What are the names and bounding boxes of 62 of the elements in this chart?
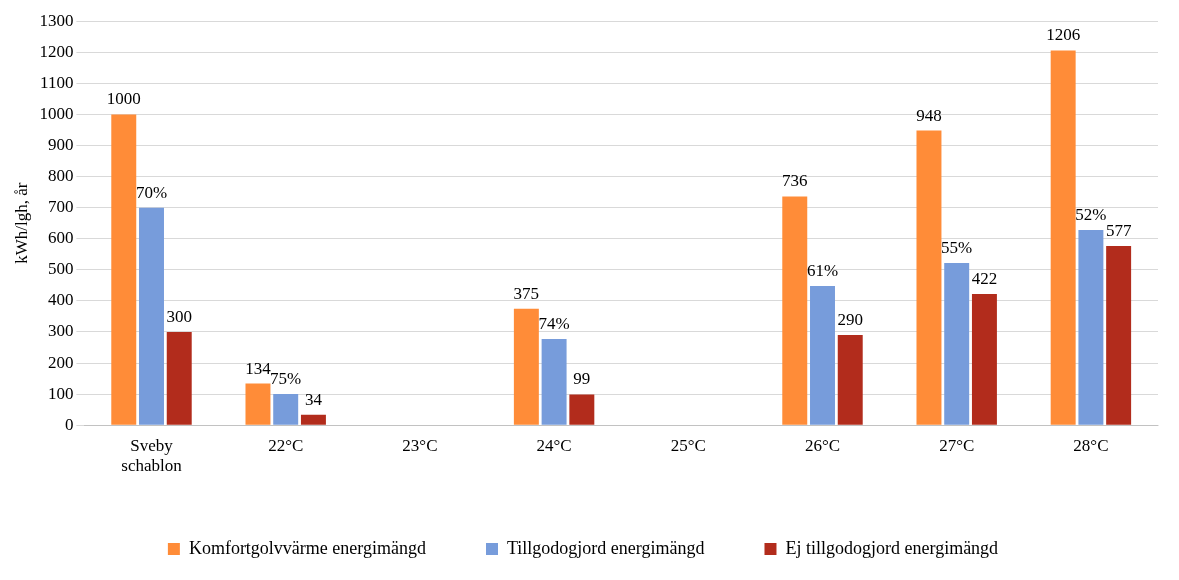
bar bbox=[1050, 50, 1076, 425]
y-tick-label: 1300 bbox=[39, 10, 74, 30]
bar bbox=[541, 339, 567, 425]
y-tick-label: 100 bbox=[47, 383, 74, 403]
data-label: 1000 bbox=[106, 89, 141, 109]
annotation: 70% bbox=[135, 182, 168, 202]
bar bbox=[273, 394, 299, 425]
annotation: 61% bbox=[806, 260, 839, 280]
x-tick-label: 22°C bbox=[268, 435, 304, 455]
y-tick-label: 200 bbox=[47, 352, 74, 372]
y-tick-label: 900 bbox=[47, 134, 74, 154]
x-tick-label: 26°C bbox=[804, 435, 841, 455]
bar bbox=[810, 285, 835, 425]
x-tick-label: Sveby schablon bbox=[121, 435, 183, 476]
data-label: 375 bbox=[513, 283, 540, 303]
legend-label: Ej tillgodogjord energimängd bbox=[785, 537, 999, 558]
bar bbox=[782, 196, 808, 425]
bar bbox=[513, 308, 539, 425]
bar bbox=[916, 130, 942, 425]
annotation: 52% bbox=[1075, 205, 1107, 225]
y-tick-label: 1000 bbox=[39, 103, 74, 123]
legend-label: Komfortgolvvärme energimängd bbox=[188, 537, 426, 558]
data-label: 736 bbox=[782, 171, 808, 191]
data-label: 300 bbox=[166, 306, 192, 326]
y-tick-label: 1100 bbox=[40, 72, 74, 92]
y-tick-label: 1200 bbox=[39, 41, 74, 61]
x-tick-label: 28°C bbox=[1073, 435, 1109, 455]
data-label: 134 bbox=[245, 358, 272, 378]
bar bbox=[111, 114, 137, 425]
y-tick-label: 600 bbox=[47, 228, 74, 248]
data-label: 99 bbox=[573, 369, 591, 389]
y-tick-label: 0 bbox=[64, 414, 74, 434]
data-label: 577 bbox=[1105, 220, 1132, 240]
x-tick-label: 27°C bbox=[939, 435, 975, 455]
y-tick-label: 500 bbox=[47, 259, 74, 279]
bar bbox=[139, 207, 164, 425]
bar bbox=[166, 331, 192, 425]
data-label: 290 bbox=[837, 310, 863, 330]
bar bbox=[300, 414, 326, 425]
y-tick-label: 400 bbox=[47, 290, 74, 310]
y-tick-label: 300 bbox=[47, 321, 74, 341]
annotation: 75% bbox=[270, 369, 302, 389]
y-tick-label: 800 bbox=[47, 166, 74, 186]
data-label: 1206 bbox=[1046, 25, 1081, 45]
data-label: 422 bbox=[971, 269, 998, 289]
y-axis-title: kWh/lgh, år bbox=[11, 182, 31, 264]
bar bbox=[1078, 230, 1104, 425]
bar bbox=[837, 335, 863, 425]
x-tick-label: 23°C bbox=[402, 435, 438, 455]
bar bbox=[245, 383, 271, 425]
legend-label: Tillgodogjord energimängd bbox=[506, 537, 705, 558]
x-tick-label: 25°C bbox=[670, 435, 706, 455]
bar bbox=[944, 262, 970, 425]
data-label: 948 bbox=[916, 105, 942, 125]
data-label: 34 bbox=[304, 389, 323, 409]
bar bbox=[971, 294, 997, 425]
annotation: 55% bbox=[941, 237, 973, 257]
annotation: 74% bbox=[538, 314, 570, 334]
x-tick-label: 24°C bbox=[536, 435, 572, 455]
y-tick-label: 700 bbox=[47, 197, 74, 217]
bar bbox=[569, 394, 595, 425]
bar bbox=[1106, 245, 1132, 425]
